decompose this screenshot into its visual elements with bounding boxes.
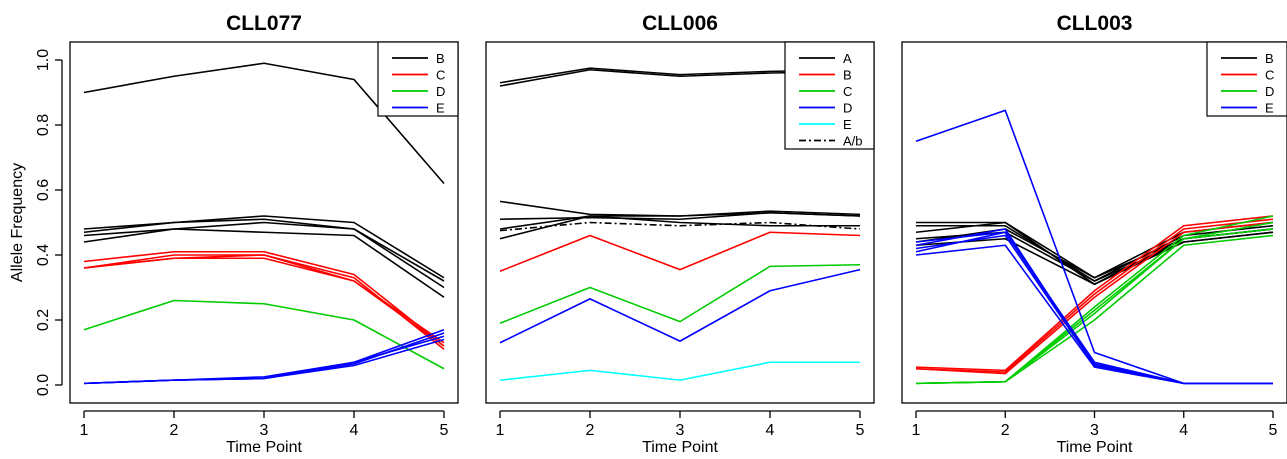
- series-line: [83, 218, 445, 282]
- series-line: [915, 231, 1274, 286]
- y-tick-label: 1.0: [35, 49, 52, 71]
- y-tick-label: 0.2: [35, 309, 52, 331]
- legend-label: E: [436, 101, 445, 116]
- legend-label: E: [1265, 101, 1274, 116]
- series-line: [915, 215, 1274, 372]
- x-tick-label: 5: [1269, 422, 1278, 439]
- series-line: [499, 215, 860, 240]
- x-tick-label: 5: [856, 422, 865, 439]
- series-line: [915, 221, 1274, 385]
- legend-label: A: [843, 51, 852, 66]
- series-line: [83, 299, 445, 370]
- series-line: [83, 328, 445, 385]
- plot-frame: [901, 41, 1287, 404]
- series-line: [915, 109, 1273, 385]
- x-tick-label: 1: [912, 422, 921, 439]
- series-line: [499, 211, 861, 230]
- series-line: [83, 221, 445, 289]
- legend-label: D: [1265, 84, 1274, 99]
- x-axis-label: Time Point: [1057, 439, 1133, 456]
- x-tick-label: 4: [1179, 422, 1188, 439]
- legend-label: D: [843, 101, 852, 116]
- legend-label: D: [436, 84, 445, 99]
- legend-label: C: [1265, 68, 1274, 83]
- legend-label: C: [436, 68, 445, 83]
- x-tick-label: 5: [440, 422, 449, 439]
- legend-label: E: [843, 117, 852, 132]
- legend-label: B: [843, 68, 852, 83]
- x-tick-label: 2: [586, 422, 595, 439]
- chart-title: CLL003: [1057, 12, 1133, 35]
- chart-title: CLL077: [226, 12, 302, 35]
- x-axis-label: Time Point: [226, 439, 302, 456]
- series-line: [916, 221, 1274, 279]
- x-tick-label: 3: [1090, 422, 1099, 439]
- legend-box: [784, 41, 875, 150]
- x-tick-label: 2: [170, 422, 179, 439]
- x-tick-label: 1: [80, 422, 89, 439]
- x-tick-label: 1: [496, 422, 505, 439]
- x-tick-label: 4: [766, 422, 775, 439]
- legend-label: C: [843, 84, 852, 99]
- series-line: [83, 332, 445, 385]
- series-line: [915, 218, 1274, 373]
- series-line: [499, 221, 861, 232]
- x-tick-label: 3: [260, 422, 269, 439]
- x-tick-label: 2: [1001, 422, 1010, 439]
- series-line: [915, 231, 1273, 385]
- series-line: [83, 257, 445, 344]
- series-line: [83, 215, 445, 279]
- legend-label: B: [1265, 51, 1274, 66]
- series-line: [83, 228, 445, 298]
- y-tick-label: 0.6: [35, 179, 52, 201]
- legend-label: A/b: [843, 134, 863, 149]
- legend-box: [377, 41, 459, 117]
- legend-box: [1206, 41, 1287, 117]
- series-line: [83, 250, 445, 347]
- series-line: [83, 338, 445, 385]
- series-line: [499, 361, 860, 381]
- series-line: [83, 254, 445, 347]
- series-line: [499, 268, 861, 344]
- chart-panel-1: CLL077 1 2 3 4 5 Time Point 0.0 0.2 0.4 0.6 0.8 1.0 A…: [9, 12, 459, 456]
- series-line: [499, 263, 861, 324]
- y-tick-label: 0.8: [35, 114, 52, 136]
- series-line: [499, 231, 861, 272]
- legend-label: B: [436, 51, 445, 66]
- y-axis-label: Allele Frequency: [9, 163, 26, 282]
- x-axis-label: Time Point: [642, 439, 718, 456]
- y-tick-label: 0.0: [35, 374, 52, 396]
- x-tick-label: 3: [676, 422, 685, 439]
- plot-frame: [69, 41, 459, 404]
- x-tick-label: 4: [350, 422, 359, 439]
- chart-title: CLL006: [642, 12, 718, 35]
- plot-frame: [485, 41, 875, 404]
- y-tick-label: 0.4: [35, 244, 52, 266]
